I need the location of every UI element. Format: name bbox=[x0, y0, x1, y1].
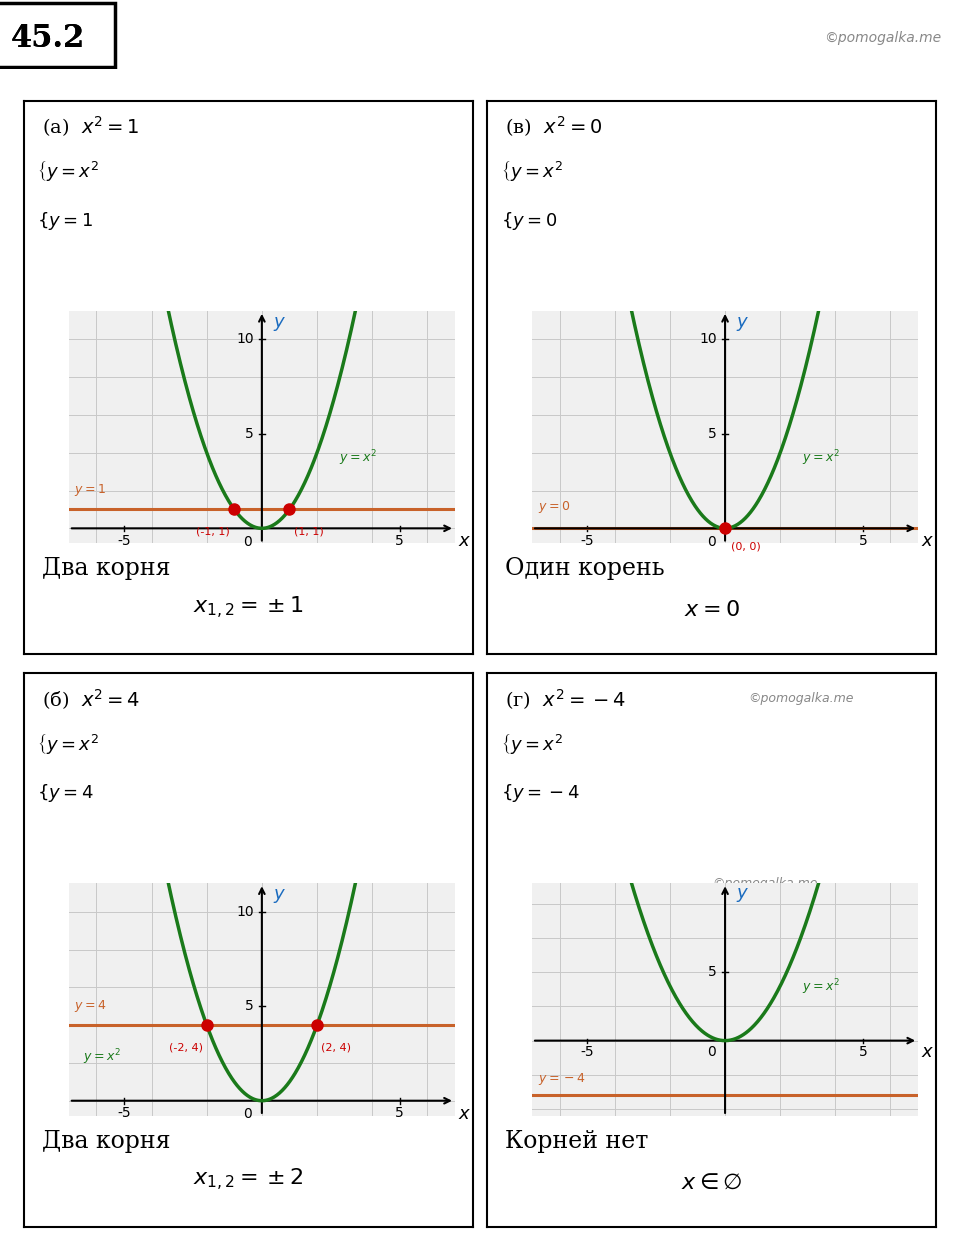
Text: 5: 5 bbox=[396, 1106, 404, 1121]
Text: (2, 4): (2, 4) bbox=[322, 1042, 351, 1052]
Text: 5: 5 bbox=[708, 426, 717, 440]
Text: $y = x^2$: $y = x^2$ bbox=[803, 448, 840, 468]
Text: $\left\{ y = 0\right.$: $\left\{ y = 0\right.$ bbox=[501, 210, 557, 231]
FancyBboxPatch shape bbox=[0, 4, 115, 67]
Text: ©pomogalka.me: ©pomogalka.me bbox=[824, 31, 941, 45]
Text: $x = 0$: $x = 0$ bbox=[684, 599, 739, 621]
Text: $y = x^2$: $y = x^2$ bbox=[83, 1047, 120, 1067]
Text: 0: 0 bbox=[707, 535, 715, 548]
Text: $y$: $y$ bbox=[736, 886, 750, 905]
Text: $y = x^2$: $y = x^2$ bbox=[803, 977, 840, 996]
Text: 5: 5 bbox=[708, 965, 717, 979]
Text: $x$: $x$ bbox=[458, 532, 470, 550]
Text: -5: -5 bbox=[581, 533, 594, 548]
Text: 45.2: 45.2 bbox=[11, 23, 85, 54]
Text: 5: 5 bbox=[858, 533, 867, 548]
Text: $x_{1,2} = \pm 1$: $x_{1,2} = \pm 1$ bbox=[193, 595, 304, 621]
Text: 10: 10 bbox=[236, 332, 253, 346]
Text: (-2, 4): (-2, 4) bbox=[169, 1042, 203, 1052]
Text: $x \in \emptyset$: $x \in \emptyset$ bbox=[681, 1171, 742, 1194]
Text: ©pomogalka.me: ©pomogalka.me bbox=[749, 692, 854, 706]
Text: $x$: $x$ bbox=[921, 532, 934, 550]
Text: (a)  $x^2 = 1$: (a) $x^2 = 1$ bbox=[42, 114, 139, 140]
Text: $y = x^2$: $y = x^2$ bbox=[339, 448, 376, 468]
Text: $\left\{ y = x^2 \right.$: $\left\{ y = x^2 \right.$ bbox=[37, 731, 100, 756]
Text: Два корня: Два корня bbox=[42, 557, 171, 580]
Text: 10: 10 bbox=[699, 332, 717, 346]
Text: $y = 1$: $y = 1$ bbox=[74, 482, 107, 498]
Text: $\left\{ y = x^2 \right.$: $\left\{ y = x^2 \right.$ bbox=[501, 731, 563, 756]
Text: $y$: $y$ bbox=[273, 887, 286, 906]
Text: ©pomogalka.me: ©pomogalka.me bbox=[712, 877, 818, 889]
Text: 10: 10 bbox=[236, 905, 253, 918]
Text: $\left\{ y = x^2 \right.$: $\left\{ y = x^2 \right.$ bbox=[501, 159, 563, 184]
Text: $x_{1,2} = \pm 2$: $x_{1,2} = \pm 2$ bbox=[193, 1167, 303, 1194]
Text: $y = 0$: $y = 0$ bbox=[538, 499, 570, 515]
Text: -5: -5 bbox=[581, 1044, 594, 1059]
Text: $\left\{ y = 1\right.$: $\left\{ y = 1\right.$ bbox=[37, 210, 93, 231]
Text: 0: 0 bbox=[244, 1107, 252, 1121]
Text: 5: 5 bbox=[858, 1044, 867, 1059]
Text: 5: 5 bbox=[245, 999, 253, 1013]
Text: $x$: $x$ bbox=[458, 1105, 470, 1122]
Text: (в)  $x^2 = 0$: (в) $x^2 = 0$ bbox=[505, 114, 602, 140]
Text: $y$: $y$ bbox=[736, 314, 750, 333]
Text: Два корня: Два корня bbox=[42, 1130, 171, 1152]
Text: 5: 5 bbox=[396, 533, 404, 548]
Text: (г)  $x^2 = -4$: (г) $x^2 = -4$ bbox=[505, 687, 626, 712]
Text: $x$: $x$ bbox=[921, 1043, 934, 1062]
Text: $y = -4$: $y = -4$ bbox=[538, 1071, 586, 1087]
Text: 0: 0 bbox=[244, 535, 252, 548]
Text: -5: -5 bbox=[117, 1106, 131, 1121]
Text: (-1, 1): (-1, 1) bbox=[197, 526, 230, 536]
Text: -5: -5 bbox=[117, 533, 131, 548]
Text: $\left\{ y = -4\right.$: $\left\{ y = -4\right.$ bbox=[501, 782, 580, 804]
Text: $y = 4$: $y = 4$ bbox=[74, 998, 107, 1014]
Text: Корней нет: Корней нет bbox=[505, 1130, 649, 1152]
Text: (0, 0): (0, 0) bbox=[731, 541, 760, 551]
Text: (б)  $x^2 = 4$: (б) $x^2 = 4$ bbox=[42, 687, 140, 712]
Text: 45.2: 45.2 bbox=[11, 23, 85, 54]
Text: 5: 5 bbox=[245, 426, 253, 440]
Text: $\left\{ y = 4\right.$: $\left\{ y = 4\right.$ bbox=[37, 782, 94, 804]
Text: 0: 0 bbox=[707, 1045, 715, 1059]
Text: (1, 1): (1, 1) bbox=[294, 526, 324, 536]
Text: $\left\{ y = x^2 \right.$: $\left\{ y = x^2 \right.$ bbox=[37, 159, 100, 184]
Text: Один корень: Один корень bbox=[505, 557, 664, 580]
Text: $y$: $y$ bbox=[273, 314, 286, 333]
